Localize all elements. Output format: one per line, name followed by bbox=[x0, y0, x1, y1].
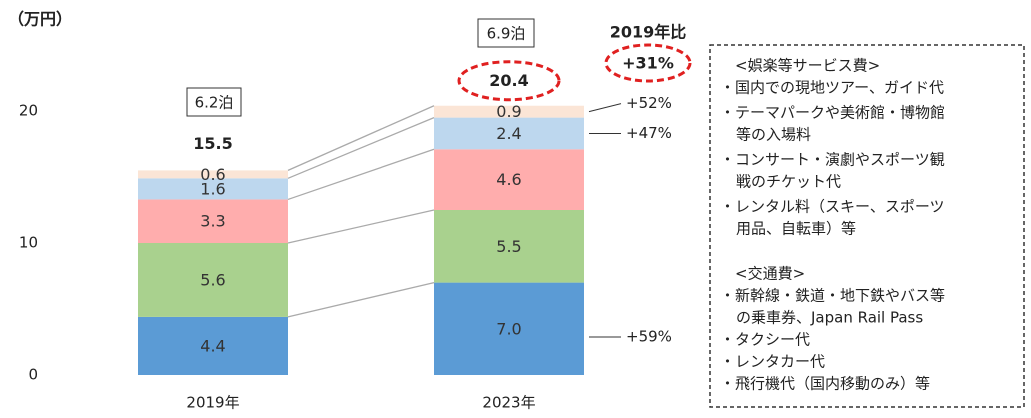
connector bbox=[287, 209, 435, 244]
note-line: 用品、自転車）等 bbox=[736, 220, 856, 238]
bar-segment bbox=[434, 282, 584, 375]
x-tick-label: 2019年 bbox=[186, 394, 239, 412]
y-tick-label: 10 bbox=[19, 234, 38, 252]
note-line: ・レンタル料（スキー、スポーツ bbox=[720, 198, 945, 216]
bar-segment bbox=[138, 199, 288, 243]
note-line: ・飛行機代（国内移動のみ）等 bbox=[720, 375, 930, 393]
data-label: 0.9 bbox=[496, 102, 521, 121]
data-label: 1.6 bbox=[200, 179, 225, 198]
connector bbox=[287, 148, 435, 201]
y-tick-label: 0 bbox=[28, 366, 38, 384]
note-line: ・国内での現地ツアー、ガイド代 bbox=[720, 79, 944, 97]
connector bbox=[287, 281, 435, 318]
nights-box bbox=[477, 18, 535, 48]
change-label: +47% bbox=[626, 124, 672, 142]
data-label: 3.3 bbox=[200, 212, 225, 231]
note-line: 戦のチケット代 bbox=[736, 173, 841, 191]
change-label: +52% bbox=[626, 94, 672, 112]
note-line: ・コンサート・演劇やスポーツ観 bbox=[720, 151, 945, 169]
note-line: ・テーマパークや美術館・博物館 bbox=[720, 104, 945, 122]
bar-segment bbox=[138, 178, 288, 200]
total-label: 20.4 bbox=[489, 71, 528, 90]
bar-segment bbox=[138, 170, 288, 179]
bar-segment bbox=[434, 210, 584, 283]
y-tick-label: 20 bbox=[19, 102, 38, 120]
connector bbox=[287, 105, 435, 171]
connector bbox=[287, 116, 435, 179]
highlight bbox=[457, 60, 561, 102]
nights-box bbox=[186, 87, 242, 117]
note-line: 等の入場料 bbox=[736, 126, 811, 144]
nights-label: 6.2泊 bbox=[195, 94, 234, 112]
bar-segment bbox=[138, 243, 288, 317]
data-label: 5.5 bbox=[496, 237, 521, 256]
change-label: +59% bbox=[626, 328, 672, 346]
bar-segment bbox=[434, 149, 584, 210]
data-label: 0.6 bbox=[200, 165, 225, 184]
data-label: 7.0 bbox=[496, 319, 521, 338]
y-unit: （万円） bbox=[8, 10, 72, 29]
note-heading: <交通費> bbox=[735, 265, 805, 283]
note-line: の乗車券、Japan Rail Pass bbox=[736, 309, 923, 327]
bar-segment bbox=[434, 105, 584, 118]
note-line: ・レンタカー代 bbox=[720, 353, 825, 371]
comparison-value: +31% bbox=[622, 54, 674, 73]
nights-label: 6.9泊 bbox=[487, 25, 526, 43]
total-label: 15.5 bbox=[193, 134, 232, 153]
notes-box bbox=[709, 44, 1025, 408]
note-heading: <娯楽等サービス費> bbox=[735, 57, 880, 75]
bar-segment bbox=[434, 117, 584, 150]
x-tick-label: 2023年 bbox=[482, 394, 535, 412]
note-line: ・タクシー代 bbox=[720, 331, 810, 349]
data-label: 4.4 bbox=[200, 336, 225, 355]
change-leader bbox=[588, 103, 622, 113]
comparison-title: 2019年比 bbox=[610, 23, 687, 42]
bar-segment bbox=[138, 316, 288, 375]
data-label: 5.6 bbox=[200, 270, 225, 289]
note-line: ・新幹線・鉄道・地下鉄やバス等 bbox=[720, 287, 945, 305]
data-label: 4.6 bbox=[496, 170, 521, 189]
data-label: 2.4 bbox=[496, 124, 521, 143]
highlight bbox=[604, 43, 692, 83]
